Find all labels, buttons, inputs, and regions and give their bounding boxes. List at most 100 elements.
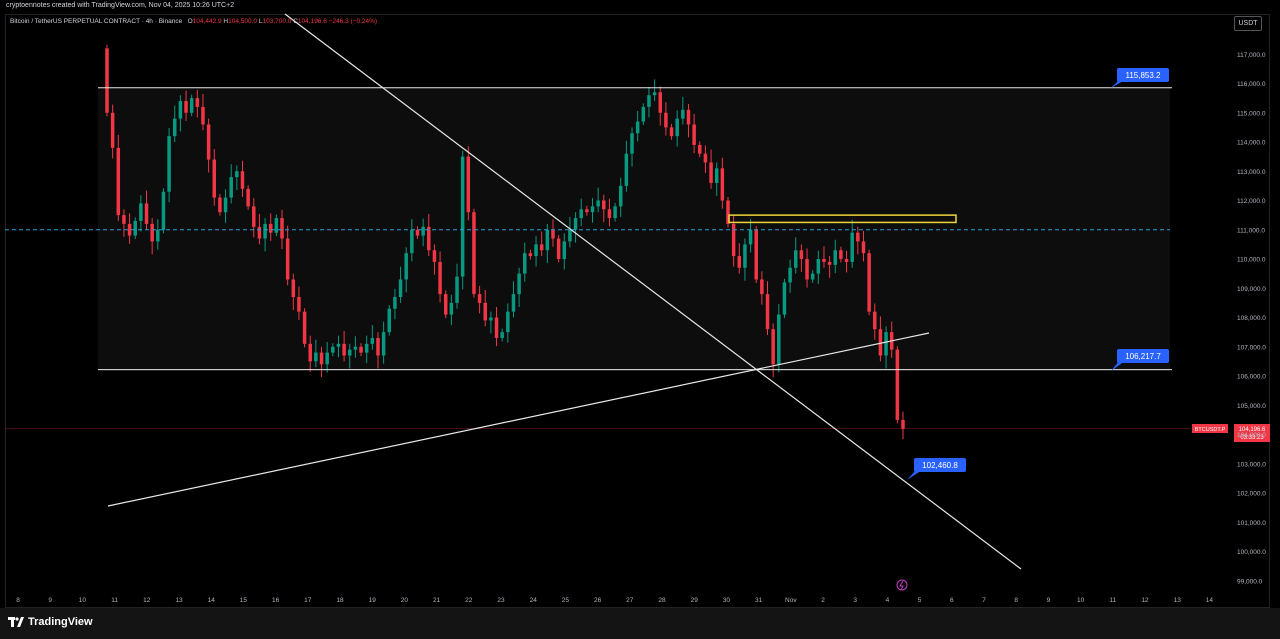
- candle-body: [895, 349, 900, 420]
- symbol-title[interactable]: Bitcoin / TetherUS PERPETUAL CONTRACT · …: [10, 18, 183, 25]
- candle-body: [777, 314, 781, 365]
- y-tick-label: 111,000.0: [1237, 227, 1265, 234]
- candle-body: [782, 282, 787, 315]
- currency-selector[interactable]: USDT: [1234, 16, 1262, 31]
- candle-body: [223, 197, 228, 213]
- candle-body: [229, 177, 233, 198]
- candle-body: [212, 159, 217, 198]
- level-tag-pointer: [907, 470, 922, 480]
- candle-body: [692, 124, 696, 145]
- candle-body: [901, 419, 905, 429]
- change-value: −246.3 (−0.24%): [328, 18, 378, 25]
- candle-body: [856, 232, 860, 242]
- x-tick-label: 28: [658, 597, 666, 604]
- y-tick-label: 117,000.0: [1237, 52, 1266, 59]
- x-tick-label: 24: [530, 597, 538, 604]
- lightning-icon: [899, 580, 904, 591]
- candle-body: [105, 48, 109, 113]
- level-tag-pointer: [1111, 361, 1125, 371]
- candle-body: [314, 352, 318, 362]
- candle-body: [353, 346, 358, 350]
- candle-body: [319, 352, 324, 365]
- high-value: 104,500.0: [228, 18, 258, 25]
- candle-body: [822, 259, 826, 262]
- highlight-zone: [728, 214, 957, 224]
- candle-body: [709, 162, 713, 183]
- x-tick-label: 27: [626, 597, 634, 604]
- candle-body: [669, 127, 674, 137]
- candle-body: [698, 144, 702, 154]
- candle-body: [460, 156, 465, 277]
- x-tick-label: 7: [982, 597, 986, 604]
- candle-body: [635, 121, 640, 134]
- candle-body: [528, 253, 533, 257]
- candle-body: [788, 267, 792, 283]
- x-tick-label: 6: [950, 597, 954, 604]
- candle-body: [274, 218, 279, 233]
- candle-body: [658, 92, 662, 113]
- candle-body: [884, 332, 888, 356]
- x-tick-label: 16: [272, 597, 280, 604]
- top-bar: cryptoennotes created with TradingView.c…: [0, 0, 1280, 14]
- candle-body: [172, 118, 177, 137]
- candle-body: [477, 294, 482, 303]
- y-tick-label: 114,000.0: [1237, 140, 1266, 147]
- candle-body: [850, 232, 854, 262]
- price-chart[interactable]: 115,853.2 106,217.7 102,460.8 BTCUSDT.P 104,…: [0, 0, 1280, 608]
- candle-body: [613, 206, 617, 219]
- candle-body: [443, 294, 448, 315]
- candle-body: [472, 212, 476, 295]
- x-tick-label: 18: [336, 597, 344, 604]
- x-tick-label: 10: [1077, 597, 1085, 604]
- candle-body: [432, 250, 437, 262]
- brand-logo[interactable]: TradingView: [8, 616, 93, 628]
- candle-body: [359, 346, 363, 353]
- candle-body: [122, 215, 126, 224]
- candle-body: [455, 276, 459, 303]
- candle-body: [771, 329, 775, 365]
- candle-body: [268, 223, 273, 233]
- y-tick-label: 104,000.0: [1237, 432, 1266, 439]
- low-value: 103,700.0: [262, 18, 292, 25]
- candle-body: [726, 200, 730, 224]
- candle-body: [415, 229, 420, 236]
- candle-body: [562, 241, 567, 259]
- candle-body: [686, 109, 691, 125]
- candle-body: [489, 317, 493, 321]
- candle-body: [534, 244, 538, 257]
- candle-body: [291, 279, 296, 298]
- y-tick-label: 115,000.0: [1237, 110, 1266, 117]
- symbol-price-tag: [1192, 424, 1228, 433]
- y-tick-label: 110,000.0: [1237, 257, 1266, 264]
- symbol-legend: Bitcoin / TetherUS PERPETUAL CONTRACT · …: [10, 18, 377, 25]
- candle-body: [844, 259, 849, 262]
- candle-body: [376, 337, 380, 356]
- candle-body: [404, 253, 408, 280]
- x-tick-label: 10: [79, 597, 87, 604]
- x-tick-label: 25: [562, 597, 570, 604]
- candle-body: [393, 297, 397, 309]
- candle-body: [506, 311, 510, 333]
- bottom-bar: [0, 608, 1280, 639]
- y-tick-label: 99,000.0: [1237, 578, 1263, 585]
- candle-body: [517, 273, 521, 295]
- y-tick-label: 101,000.0: [1237, 520, 1266, 527]
- candle-body: [607, 209, 612, 219]
- open-value: 104,442.9: [192, 18, 222, 25]
- candle-body: [664, 112, 668, 128]
- x-tick-label: 13: [175, 597, 183, 604]
- close-label: C: [293, 18, 298, 25]
- x-tick-label: 14: [208, 597, 216, 604]
- x-tick-label: 26: [594, 597, 602, 604]
- candle-body: [494, 317, 499, 338]
- candle-body: [624, 153, 629, 186]
- candle-body: [681, 109, 685, 119]
- y-tick-label: 109,000.0: [1237, 286, 1266, 293]
- y-axis: 99,000.0 100,000.0 101,000.0 102,000.0 103,0…: [1237, 52, 1266, 586]
- x-tick-label: 5: [918, 597, 922, 604]
- low-label: L: [258, 18, 263, 25]
- candle-body: [144, 203, 149, 224]
- candle-body: [297, 297, 301, 312]
- candle-body: [731, 223, 736, 257]
- candle-body: [760, 279, 764, 295]
